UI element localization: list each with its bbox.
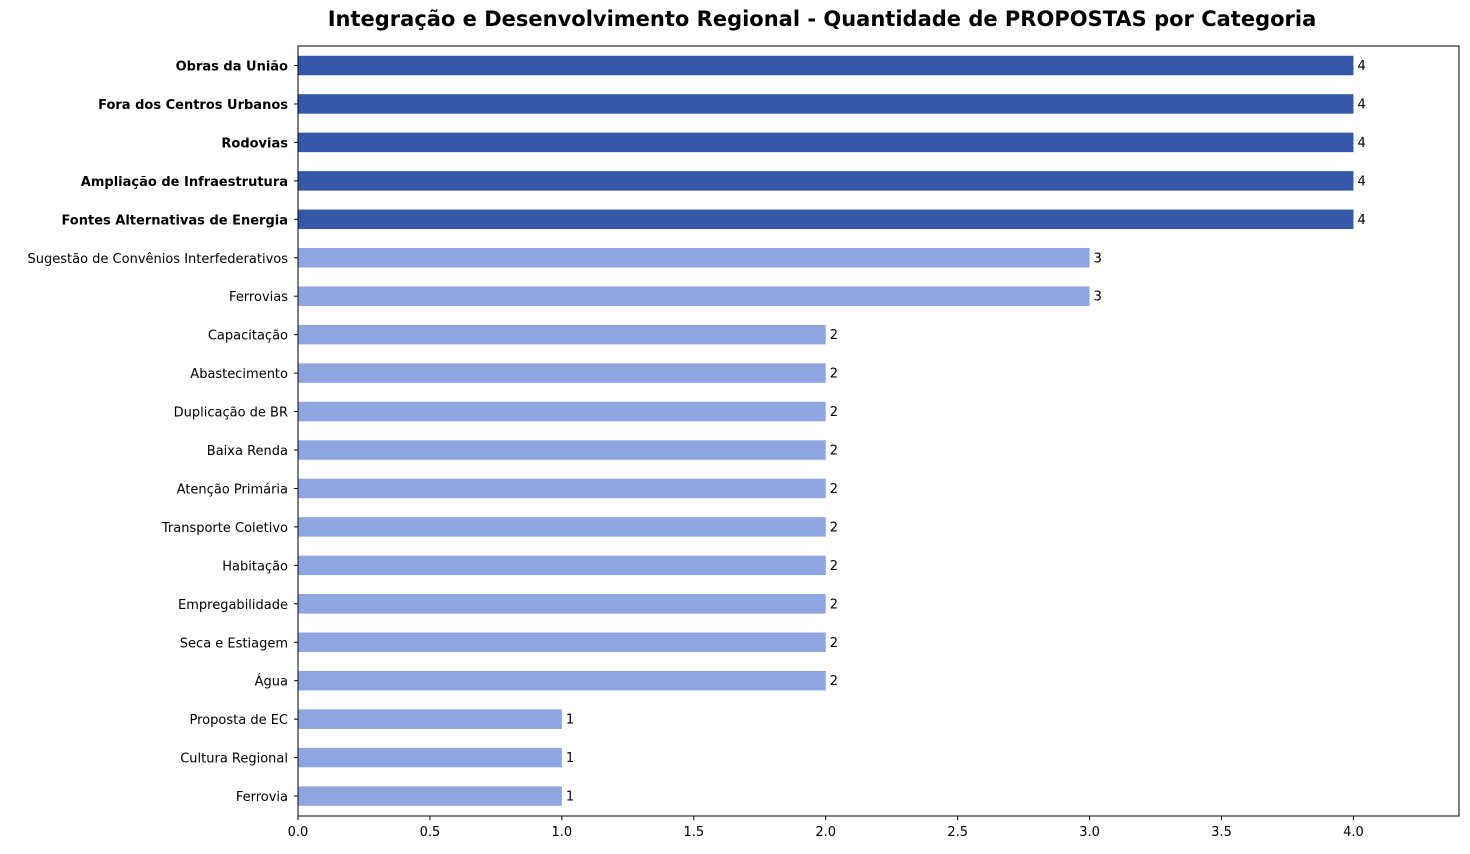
bar-17 <box>298 670 826 691</box>
y-category-label-12: Atenção Primária <box>177 482 288 497</box>
bar-5 <box>298 209 1354 230</box>
y-category-label-3: Rodovias <box>221 136 288 151</box>
x-tick-label-1: 0.0 <box>288 825 309 840</box>
x-tick-label-2: 0.5 <box>420 825 441 840</box>
data-label-3: 4 <box>1357 136 1365 151</box>
bar-7 <box>298 286 1090 306</box>
bar-13 <box>298 517 826 537</box>
data-label-11: 2 <box>830 444 838 459</box>
data-labels-layer: 4 4 4 4 4 3 3 2 2 2 2 2 2 2 2 2 2 1 1 1 <box>566 59 1366 805</box>
data-label-13: 2 <box>830 520 838 535</box>
data-label-1: 4 <box>1357 59 1365 74</box>
y-category-label-16: Seca e Estiagem <box>180 636 288 651</box>
data-label-12: 2 <box>830 482 838 497</box>
bar-4 <box>298 171 1354 191</box>
y-category-label-14: Habitação <box>222 559 288 574</box>
bar-15 <box>298 594 826 614</box>
bar-8 <box>298 324 826 345</box>
data-label-15: 2 <box>830 597 838 612</box>
data-label-20: 1 <box>566 790 574 805</box>
data-label-9: 2 <box>830 367 838 382</box>
y-category-label-2: Fora dos Centros Urbanos <box>98 98 288 113</box>
y-category-label-19: Cultura Regional <box>180 752 288 767</box>
data-label-17: 2 <box>830 674 838 689</box>
bar-10 <box>298 401 826 422</box>
data-label-16: 2 <box>830 636 838 651</box>
bar-20 <box>298 786 562 806</box>
y-category-label-7: Ferrovias <box>229 290 288 305</box>
bar-18 <box>298 709 562 729</box>
y-axis-categories: Obras da União Fora dos Centros Urbanos Ro… <box>28 60 298 805</box>
x-tick-label-9: 4.0 <box>1343 825 1364 840</box>
bar-11 <box>298 440 826 460</box>
bars-layer <box>298 55 1354 806</box>
bar-16 <box>298 632 826 652</box>
y-category-label-15: Empregabilidade <box>178 598 288 613</box>
data-label-18: 1 <box>566 713 574 728</box>
data-label-2: 4 <box>1357 97 1365 112</box>
y-category-label-9: Abastecimento <box>190 367 288 382</box>
data-label-19: 1 <box>566 751 574 766</box>
x-tick-label-6: 2.5 <box>947 825 968 840</box>
chart-title: Integração e Desenvolvimento Regional - … <box>328 7 1317 31</box>
y-category-label-4: Ampliação de Infraestrutura <box>81 175 288 190</box>
bar-9 <box>298 363 826 383</box>
plot-border <box>297 45 1460 817</box>
y-category-label-8: Capacitação <box>208 329 288 344</box>
bar-3 <box>298 132 1354 153</box>
x-tick-label-4: 1.5 <box>683 825 704 840</box>
x-tick-label-8: 3.5 <box>1211 825 1232 840</box>
bar-14 <box>298 555 826 576</box>
bar-19 <box>298 747 562 768</box>
data-label-6: 3 <box>1094 251 1102 266</box>
x-tick-label-5: 2.0 <box>815 825 836 840</box>
y-category-label-13: Transporte Coletivo <box>161 521 288 536</box>
data-label-7: 3 <box>1094 290 1102 305</box>
x-tick-label-3: 1.0 <box>552 825 573 840</box>
y-category-label-6: Sugestão de Convênios Interfederativos <box>28 252 289 267</box>
y-category-label-18: Proposta de EC <box>190 713 288 728</box>
x-tick-label-7: 3.0 <box>1079 825 1100 840</box>
bar-2 <box>298 94 1354 114</box>
y-category-label-5: Fontes Alternativas de Energia <box>61 213 288 228</box>
y-category-label-10: Duplicação de BR <box>174 406 288 421</box>
data-label-10: 2 <box>830 405 838 420</box>
y-category-label-20: Ferrovia <box>236 790 288 805</box>
data-label-5: 4 <box>1357 213 1365 228</box>
y-category-label-11: Baixa Renda <box>207 444 288 459</box>
y-category-label-1: Obras da União <box>176 60 288 75</box>
plot-frame <box>297 45 1460 817</box>
bar-12 <box>298 478 826 499</box>
data-label-14: 2 <box>830 559 838 574</box>
data-label-4: 4 <box>1357 174 1365 189</box>
y-category-label-17: Água <box>255 674 288 690</box>
bar-6 <box>298 248 1090 268</box>
data-label-8: 2 <box>830 328 838 343</box>
bar-1 <box>298 55 1354 76</box>
x-axis: 0.0 0.5 1.0 1.5 2.0 2.5 3.0 3.5 4.0 <box>288 816 1364 840</box>
